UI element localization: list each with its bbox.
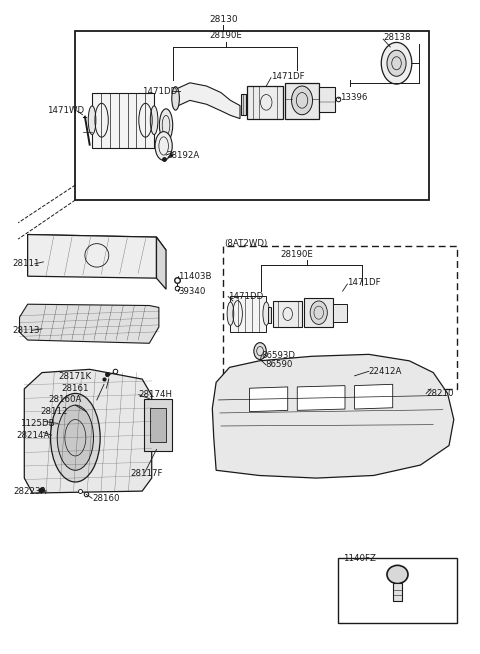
Polygon shape — [28, 235, 156, 278]
Ellipse shape — [159, 109, 173, 141]
Text: 1471DD: 1471DD — [228, 292, 264, 301]
Text: 28190E: 28190E — [281, 250, 314, 258]
Text: 1471DF: 1471DF — [348, 278, 381, 287]
Ellipse shape — [291, 86, 312, 114]
Polygon shape — [247, 86, 283, 118]
Polygon shape — [144, 399, 172, 451]
Text: 28171K: 28171K — [59, 372, 92, 381]
Text: 1471DD: 1471DD — [142, 87, 178, 95]
Text: 28174H: 28174H — [139, 390, 173, 399]
Text: 28138: 28138 — [383, 33, 411, 42]
Polygon shape — [268, 307, 272, 323]
Text: 1140FZ: 1140FZ — [343, 554, 376, 562]
Polygon shape — [319, 88, 336, 112]
Text: 28117F: 28117F — [130, 469, 163, 478]
Text: 1471WD: 1471WD — [47, 107, 84, 115]
Ellipse shape — [88, 106, 96, 135]
Polygon shape — [250, 387, 288, 411]
Text: 1125DB: 1125DB — [21, 419, 55, 428]
Text: 13396: 13396 — [340, 94, 368, 102]
Text: 28111: 28111 — [12, 260, 39, 268]
Text: 28161: 28161 — [61, 384, 88, 392]
Polygon shape — [355, 385, 393, 409]
Polygon shape — [176, 83, 240, 118]
Ellipse shape — [387, 565, 408, 583]
Polygon shape — [285, 83, 319, 118]
Ellipse shape — [57, 405, 94, 470]
Polygon shape — [333, 304, 348, 322]
Text: 1471DF: 1471DF — [271, 72, 305, 81]
Text: 28190E: 28190E — [209, 31, 242, 41]
Text: 28113: 28113 — [12, 326, 39, 335]
Text: 28192A: 28192A — [166, 150, 199, 160]
Ellipse shape — [172, 87, 180, 110]
Ellipse shape — [387, 50, 406, 77]
Polygon shape — [24, 370, 152, 493]
Text: 11403B: 11403B — [178, 271, 212, 281]
Polygon shape — [156, 237, 166, 289]
Polygon shape — [212, 354, 454, 478]
Text: 28210: 28210 — [426, 389, 454, 398]
Ellipse shape — [150, 106, 158, 135]
Text: 86590: 86590 — [266, 360, 293, 370]
Bar — [75, 31, 429, 200]
Text: 28223A: 28223A — [13, 487, 47, 496]
Polygon shape — [297, 386, 345, 410]
Ellipse shape — [155, 131, 172, 160]
Text: (8AT2WD): (8AT2WD) — [225, 239, 268, 248]
Ellipse shape — [254, 343, 266, 360]
Text: 28130: 28130 — [209, 15, 238, 24]
Text: 28160: 28160 — [92, 494, 120, 503]
Bar — [338, 558, 457, 623]
Ellipse shape — [227, 302, 234, 326]
Text: 86593D: 86593D — [262, 351, 296, 360]
Text: 28160A: 28160A — [48, 396, 82, 404]
Polygon shape — [92, 93, 154, 148]
Polygon shape — [393, 583, 402, 600]
Ellipse shape — [50, 394, 100, 482]
Polygon shape — [20, 304, 159, 343]
Polygon shape — [304, 298, 333, 327]
Polygon shape — [230, 296, 266, 332]
Text: 28214A: 28214A — [17, 430, 50, 439]
Bar — [223, 246, 457, 389]
Polygon shape — [28, 235, 166, 254]
Polygon shape — [274, 301, 302, 327]
Polygon shape — [150, 407, 166, 441]
Text: 39340: 39340 — [178, 286, 205, 296]
Text: 28112: 28112 — [40, 407, 68, 416]
Ellipse shape — [310, 301, 327, 324]
Text: 22412A: 22412A — [369, 367, 402, 376]
Ellipse shape — [263, 302, 270, 326]
Polygon shape — [241, 94, 246, 114]
Ellipse shape — [381, 43, 412, 84]
